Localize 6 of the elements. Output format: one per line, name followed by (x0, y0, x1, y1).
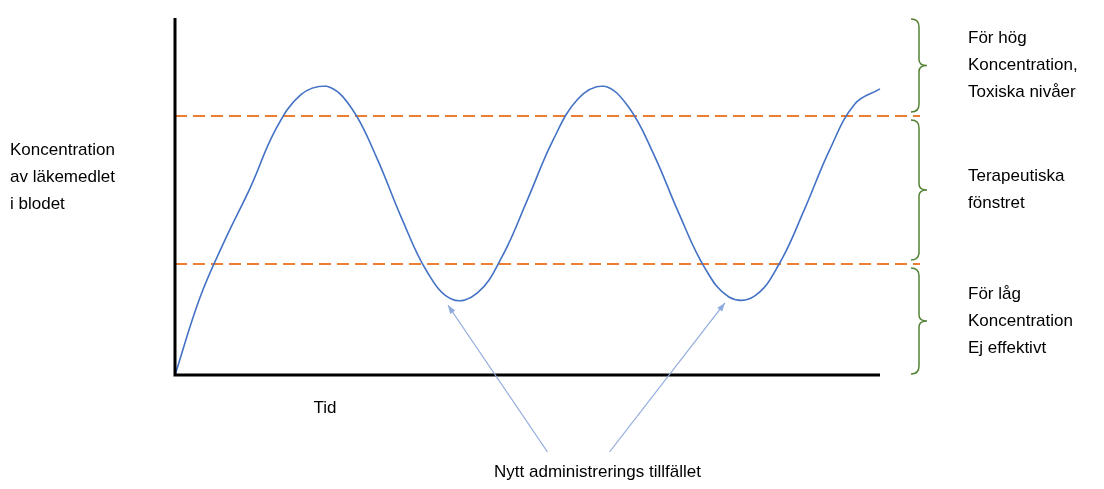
text: För låg Koncentration Ej effektivt (968, 283, 1073, 357)
y-axis-title: Koncentration av läkemedlet i blodet (10, 139, 116, 213)
text: Nytt administrerings tillfället (494, 461, 702, 481)
text: För hög Koncentration, Toxiska nivåer (968, 28, 1078, 102)
x-axis-title: Tid (313, 397, 337, 417)
text: Terapeutiska fönstret (968, 166, 1065, 213)
